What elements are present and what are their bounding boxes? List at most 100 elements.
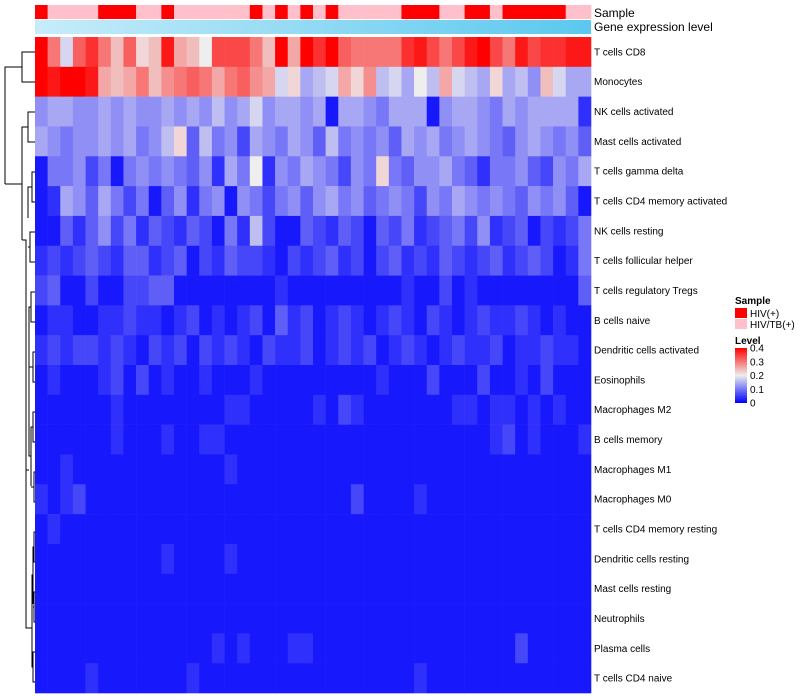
heatmap-cell [275, 573, 289, 604]
heatmap-cell [325, 603, 339, 634]
heatmap-cell [35, 156, 48, 187]
heatmap-cell [35, 215, 48, 247]
heatmap-cell [426, 186, 440, 217]
heatmap-cell [401, 484, 415, 515]
heatmap-cell [47, 514, 61, 545]
heatmap-cell [275, 37, 289, 68]
heatmap-cell [489, 215, 503, 247]
heatmap-cell [401, 514, 415, 545]
heatmap-cell [350, 454, 364, 485]
heatmap-cell [489, 573, 503, 604]
heatmap-cell [502, 156, 516, 187]
heatmap-cell [211, 186, 225, 217]
heatmap-cell [287, 245, 301, 276]
heatmap-cell [540, 424, 554, 455]
sample-annotation-cell [186, 5, 200, 19]
heatmap-cell [414, 245, 428, 276]
heatmap-cell [60, 663, 74, 694]
heatmap-cell [136, 156, 150, 187]
heatmap-cell [85, 37, 99, 68]
heatmap-cell [515, 603, 529, 634]
heatmap-cell [136, 514, 150, 545]
heatmap-cell [211, 394, 225, 425]
heatmap-cell [489, 454, 503, 485]
heatmap-cell [376, 215, 390, 247]
heatmap-cell [325, 484, 339, 515]
heatmap-cell [60, 454, 74, 485]
heatmap-cell [47, 126, 61, 157]
heatmap-cell [565, 365, 579, 396]
heatmap-cell [136, 275, 150, 306]
heatmap-cell [388, 156, 402, 187]
heatmap-cell [363, 484, 377, 515]
heatmap-cell [148, 365, 162, 396]
heatmap-cell [275, 514, 289, 545]
heatmap-cell [426, 663, 440, 694]
heatmap-cell [72, 394, 86, 425]
dendrogram-branch [32, 651, 35, 683]
heatmap-cell [401, 126, 415, 157]
heatmap-cell [136, 484, 150, 515]
heatmap-cell [110, 126, 124, 157]
heatmap-cell [287, 663, 301, 694]
heatmap-cell [553, 245, 567, 276]
heatmap-cell [237, 245, 251, 276]
level-tick-label: 0 [750, 399, 756, 410]
sample-annotation-bar [35, 5, 592, 19]
heatmap-cell [376, 245, 390, 276]
heatmap-cell [452, 156, 465, 187]
heatmap-cell [237, 305, 251, 336]
legend-sample-title: Sample [735, 296, 771, 307]
heatmap-cell [262, 543, 276, 575]
heatmap-cell [249, 394, 263, 425]
heatmap-cell [287, 573, 301, 604]
heatmap-cell [439, 633, 453, 664]
heatmap-cell [47, 543, 61, 575]
sample-annotation-cell [388, 5, 402, 19]
heatmap-cell [553, 514, 567, 545]
heatmap-cell [60, 394, 74, 425]
heatmap-cell [35, 424, 48, 455]
heatmap-cell [553, 305, 567, 336]
heatmap-cell [452, 573, 465, 604]
heatmap-cell [401, 573, 415, 604]
heatmap-cell [414, 96, 428, 127]
heatmap-cell [300, 603, 314, 634]
heatmap-cell [211, 66, 225, 97]
heatmap-cell [464, 335, 478, 366]
heatmap-cell [60, 484, 74, 515]
legend-level-title: Level [735, 336, 761, 347]
heatmap-cell [401, 543, 415, 575]
heatmap-cell [363, 365, 377, 396]
heatmap-cell [313, 394, 326, 425]
heatmap-cell [350, 126, 364, 157]
heatmap-cell [249, 365, 263, 396]
heatmap-cell [565, 245, 579, 276]
heatmap-cell [502, 275, 516, 306]
heatmap-cell [477, 305, 491, 336]
heatmap-cell [452, 126, 465, 157]
heatmap-cell [350, 96, 364, 127]
heatmap-cell [477, 424, 491, 455]
heatmap-cell [350, 514, 364, 545]
heatmap-cell [123, 663, 137, 694]
heatmap-cell [553, 335, 567, 366]
heatmap-cell [174, 156, 187, 187]
heatmap-cell [161, 245, 175, 276]
heatmap-cell [376, 275, 390, 306]
heatmap-cell [98, 66, 112, 97]
heatmap-cell [325, 365, 339, 396]
heatmap-cell [110, 305, 124, 336]
sample-annotation-cell [275, 5, 289, 19]
heatmap-cell [85, 215, 99, 247]
heatmap-cell [489, 275, 503, 306]
heatmap-cell [338, 66, 352, 97]
heatmap-cell [186, 215, 200, 247]
heatmap-cell [540, 66, 554, 97]
heatmap-cell [211, 37, 225, 68]
heatmap-cell [72, 275, 86, 306]
heatmap-cell [300, 514, 314, 545]
heatmap-cell [388, 365, 402, 396]
heatmap-cell [72, 573, 86, 604]
heatmap-cell [502, 603, 516, 634]
